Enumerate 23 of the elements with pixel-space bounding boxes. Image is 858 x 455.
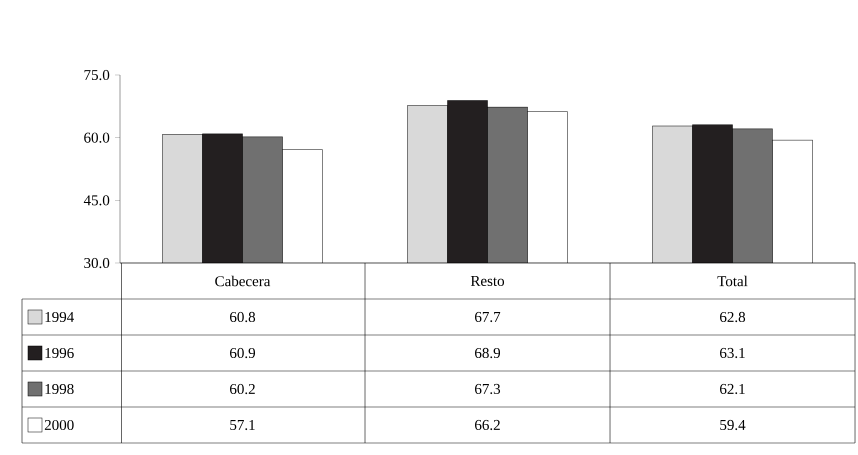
y-tick-label: 45.0 — [84, 195, 110, 206]
legend-label: 1998 — [46, 384, 74, 394]
data-label: 62.8 — [720, 312, 746, 322]
y-tick-label: 30.0 — [84, 258, 110, 268]
x-tick-label: Total — [717, 276, 748, 286]
y-tick-label: 75.0 — [84, 70, 110, 80]
data-label: 62.1 — [720, 384, 745, 394]
legend-label: 1994 — [46, 312, 74, 322]
data-label: 66.2 — [475, 420, 500, 430]
legend-label: 2000 — [44, 420, 74, 430]
data-label: 57.1 — [230, 420, 255, 430]
data-label: 67.7 — [475, 312, 500, 322]
legend-label: 1996 — [46, 348, 74, 358]
data-label: 60.8 — [230, 312, 256, 322]
x-tick-label: Cabecera — [215, 276, 270, 286]
data-label: 68.9 — [475, 348, 500, 358]
data-label: 59.4 — [720, 420, 746, 430]
data-label: 60.9 — [230, 348, 256, 358]
data-label: 67.3 — [475, 384, 500, 394]
x-tick-label: Resto — [470, 276, 504, 286]
data-label: 60.2 — [230, 384, 255, 394]
y-tick-label: 60.0 — [84, 132, 110, 143]
data-label: 63.1 — [720, 348, 745, 358]
